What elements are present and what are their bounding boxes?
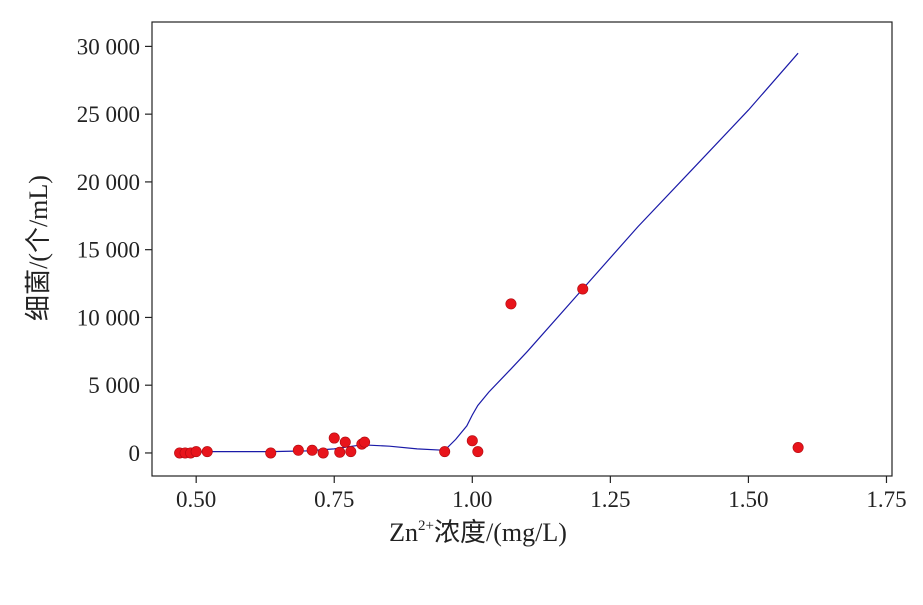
x-tick-label: 1.25 [590, 487, 630, 512]
y-tick-label: 25 000 [77, 102, 140, 127]
x-tick-label: 0.75 [314, 487, 354, 512]
data-point [265, 447, 277, 459]
data-point [439, 446, 451, 458]
data-point [190, 446, 202, 458]
x-axis: 0.50 0.75 1.00 1.25 1.50 1.75 [176, 476, 907, 512]
x-axis-label-main: Zn [389, 518, 418, 547]
plot-frame [151, 21, 893, 477]
y-axis: 0 5 000 10 000 15 000 20 000 25 000 30 000 [77, 34, 152, 466]
y-tick-label: 30 000 [77, 34, 140, 59]
data-point [334, 446, 346, 458]
x-tick-label: 1.00 [452, 487, 492, 512]
data-point [466, 435, 478, 447]
y-tick-label: 10 000 [77, 305, 140, 330]
data-point [339, 436, 351, 448]
data-point [328, 432, 340, 444]
y-axis-label: 细菌/(个/mL) [24, 175, 53, 321]
data-point [292, 444, 304, 456]
x-tick-label: 0.50 [176, 487, 216, 512]
data-point [505, 298, 517, 310]
x-tick-label: 1.50 [728, 487, 768, 512]
y-tick-label: 15 000 [77, 238, 140, 263]
data-point [306, 444, 318, 456]
data-point [792, 442, 804, 454]
fit-line [179, 52, 799, 454]
data-point [201, 446, 213, 458]
y-tick-label: 0 [129, 441, 141, 466]
data-point [577, 283, 589, 295]
x-axis-label: Zn2+浓度/(mg/L) [389, 518, 567, 547]
data-point [345, 446, 357, 458]
data-point [472, 446, 484, 458]
data-point [317, 447, 329, 459]
x-tick-label: 1.75 [866, 487, 906, 512]
y-tick-label: 5 000 [88, 373, 140, 398]
data-point [359, 436, 371, 448]
x-axis-label-sup: 2+ [418, 518, 434, 534]
y-tick-label: 20 000 [77, 170, 140, 195]
x-axis-label-rest: 浓度/(mg/L) [434, 518, 567, 547]
data-points [174, 283, 804, 459]
